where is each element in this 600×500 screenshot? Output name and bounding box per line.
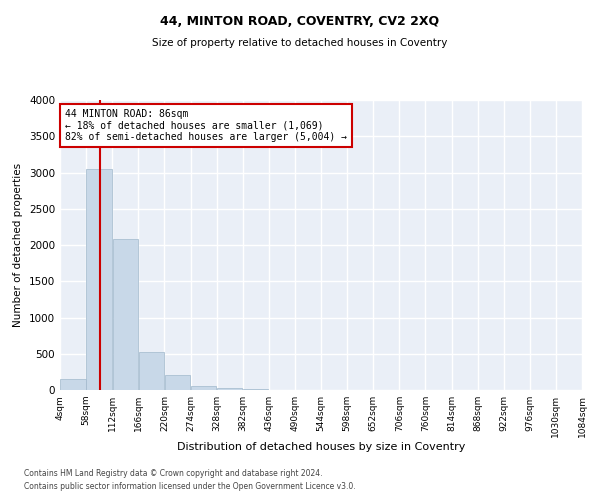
Text: Contains HM Land Registry data © Crown copyright and database right 2024.: Contains HM Land Registry data © Crown c… xyxy=(24,468,323,477)
Y-axis label: Number of detached properties: Number of detached properties xyxy=(13,163,23,327)
Text: Size of property relative to detached houses in Coventry: Size of property relative to detached ho… xyxy=(152,38,448,48)
Text: 44, MINTON ROAD, COVENTRY, CV2 2XQ: 44, MINTON ROAD, COVENTRY, CV2 2XQ xyxy=(160,15,440,28)
Bar xyxy=(86,169,112,390)
Text: Distribution of detached houses by size in Coventry: Distribution of detached houses by size … xyxy=(177,442,465,452)
Text: 44 MINTON ROAD: 86sqm
← 18% of detached houses are smaller (1,069)
82% of semi-d: 44 MINTON ROAD: 86sqm ← 18% of detached … xyxy=(65,108,347,142)
Text: Contains public sector information licensed under the Open Government Licence v3: Contains public sector information licen… xyxy=(24,482,356,491)
Bar xyxy=(243,388,268,390)
Bar xyxy=(217,388,242,390)
Bar xyxy=(61,379,86,390)
Bar xyxy=(139,352,164,390)
Bar xyxy=(165,375,190,390)
Bar xyxy=(191,386,216,390)
Bar xyxy=(113,239,138,390)
